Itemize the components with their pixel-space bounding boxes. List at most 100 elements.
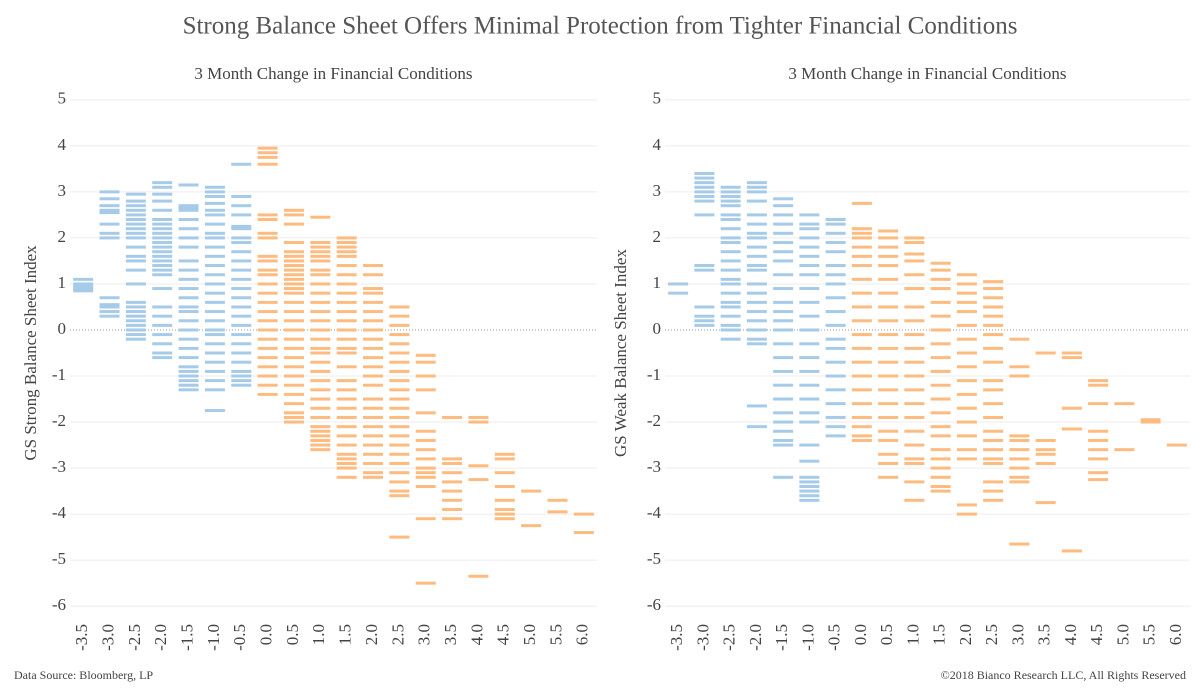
x-tick-label: 0.5: [283, 624, 302, 645]
strip-dash: [152, 181, 173, 185]
strip-dash: [983, 438, 1004, 442]
strip-dash: [389, 397, 410, 401]
strip-dash: [336, 452, 357, 456]
strip-dash: [204, 231, 225, 235]
strip-dash: [204, 273, 225, 277]
strip-dash: [825, 241, 846, 245]
strip-dash: [204, 333, 225, 337]
strip-dash: [363, 461, 384, 465]
strip-dash: [746, 181, 767, 185]
strip-dash: [363, 475, 384, 479]
strip-dash: [799, 356, 820, 360]
strip-dash: [336, 475, 357, 479]
strip-dash: [773, 342, 794, 346]
strip-dash: [1061, 427, 1082, 431]
strip-dash: [204, 201, 225, 205]
strip-dash: [389, 415, 410, 419]
strip-dash: [746, 264, 767, 268]
strip-dash: [720, 190, 741, 194]
strip-dash: [720, 277, 741, 281]
strip-dash: [930, 457, 951, 461]
strip-dash: [231, 323, 252, 327]
y-tick-label: 5: [58, 89, 67, 108]
strip-dash: [389, 388, 410, 392]
x-tick-label: -3.0: [693, 624, 712, 651]
strip-dash: [363, 328, 384, 332]
strip-dash: [231, 369, 252, 373]
strip-dash: [1088, 471, 1109, 475]
strip-dash: [310, 346, 331, 350]
strip-dash: [983, 296, 1004, 300]
strip-dash: [825, 296, 846, 300]
strip-dash: [178, 183, 199, 187]
strip-dash: [389, 342, 410, 346]
strip-dash: [720, 204, 741, 208]
strip-dash: [125, 199, 146, 203]
x-tick-label: 5.5: [546, 624, 565, 645]
x-tick-label: 2.5: [388, 624, 407, 645]
strip-dash: [336, 461, 357, 465]
strip-dash: [825, 323, 846, 327]
strip-dash: [799, 443, 820, 447]
strip-dash: [573, 512, 594, 516]
strip-dash: [825, 231, 846, 235]
subtitle: 3 Month Change in Financial Conditions: [194, 64, 472, 83]
strip-dash: [283, 291, 304, 295]
strip-dash: [125, 319, 146, 323]
strip-dash: [204, 236, 225, 240]
strip-dash: [904, 319, 925, 323]
strip-dash: [573, 531, 594, 535]
strip-dash: [930, 287, 951, 291]
strip-dash: [415, 457, 436, 461]
strip-dash: [231, 383, 252, 387]
strip-dash: [878, 229, 899, 233]
strip-dash: [125, 337, 146, 341]
strip-dash: [547, 510, 568, 514]
strip-dash: [283, 254, 304, 258]
strip-dash: [799, 411, 820, 415]
strip-dash: [125, 254, 146, 258]
strip-dash: [363, 346, 384, 350]
strip-dash: [442, 415, 463, 419]
strip-dash: [878, 415, 899, 419]
strip-dash: [799, 245, 820, 249]
strip-dash: [257, 374, 278, 378]
strip-dash: [257, 328, 278, 332]
strip-dash: [773, 475, 794, 479]
strip-dash: [231, 224, 252, 228]
strip-dash: [152, 342, 173, 346]
strip-dash: [283, 365, 304, 369]
strip-dash: [983, 457, 1004, 461]
strip-dash: [125, 218, 146, 221]
strip-dash: [152, 245, 173, 249]
strip-dash: [283, 420, 304, 424]
strip-dash: [799, 314, 820, 318]
strip-dash: [310, 241, 331, 245]
strip-dash: [930, 314, 951, 318]
strip-dash: [746, 185, 767, 189]
strip-dash: [1061, 549, 1082, 553]
strip-dash: [389, 471, 410, 475]
strip-dash: [204, 388, 225, 392]
strip-dash: [851, 434, 872, 438]
strip-dash: [257, 259, 278, 263]
strip-dash: [283, 383, 304, 387]
strip-dash: [720, 259, 741, 263]
strip-dash: [930, 277, 951, 281]
strip-dash: [1088, 429, 1109, 433]
strip-dash: [956, 310, 977, 314]
strip-dash: [204, 208, 225, 212]
strip-dash: [310, 328, 331, 332]
strip-dash: [468, 415, 489, 419]
strip-dash: [720, 241, 741, 245]
strip-dash: [231, 259, 252, 263]
strip-dash: [746, 300, 767, 304]
strip-dash: [125, 208, 146, 212]
strip-dash: [956, 273, 977, 277]
strip-dash: [851, 245, 872, 249]
strip-dash: [442, 471, 463, 475]
strip-dash: [204, 310, 225, 314]
strip-dash: [694, 268, 715, 272]
strip-dash: [983, 498, 1004, 502]
strip-dash: [336, 254, 357, 258]
